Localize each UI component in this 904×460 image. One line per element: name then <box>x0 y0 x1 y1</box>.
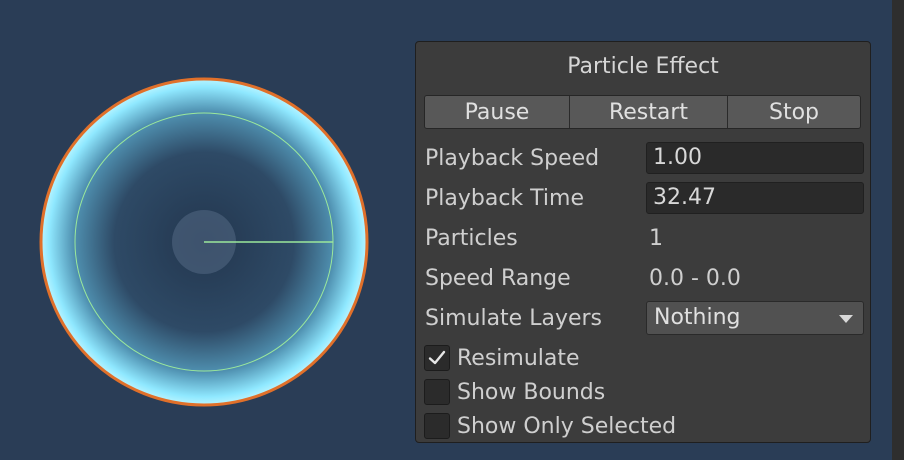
show-bounds-label: Show Bounds <box>457 379 606 405</box>
restart-button[interactable]: Restart <box>570 96 728 128</box>
particles-label: Particles <box>425 226 518 251</box>
show-only-selected-toggle[interactable]: Show Only Selected <box>424 412 676 440</box>
show-bounds-toggle[interactable]: Show Bounds <box>424 378 605 406</box>
playback-time-field[interactable]: 32.47 <box>646 182 864 214</box>
playback-speed-label: Playback Speed <box>425 146 600 171</box>
particles-value: 1 <box>649 226 663 251</box>
resimulate-label: Resimulate <box>457 345 580 371</box>
playback-speed-field[interactable]: 1.00 <box>646 142 864 174</box>
resimulate-checkbox[interactable] <box>424 345 450 371</box>
playback-buttons: Pause Restart Stop <box>424 95 861 129</box>
playback-time-label: Playback Time <box>425 186 584 211</box>
show-only-selected-checkbox[interactable] <box>424 413 450 439</box>
show-bounds-checkbox[interactable] <box>424 379 450 405</box>
show-only-selected-label: Show Only Selected <box>457 413 677 439</box>
checkmark-icon <box>428 350 446 365</box>
resimulate-toggle[interactable]: Resimulate <box>424 344 580 372</box>
stop-button[interactable]: Stop <box>728 96 860 128</box>
scene-edge <box>892 0 904 460</box>
panel-title: Particle Effect <box>567 54 719 79</box>
simulate-layers-selected: Nothing <box>654 305 741 330</box>
speed-range-label: Speed Range <box>425 266 571 291</box>
simulate-layers-dropdown[interactable]: Nothing <box>646 301 864 335</box>
particle-effect-panel: Particle Effect Pause Restart Stop Playb… <box>415 41 871 443</box>
pause-button[interactable]: Pause <box>425 96 570 128</box>
speed-range-value: 0.0 - 0.0 <box>649 266 741 291</box>
chevron-down-icon <box>839 315 853 323</box>
simulate-layers-label: Simulate Layers <box>425 306 602 331</box>
